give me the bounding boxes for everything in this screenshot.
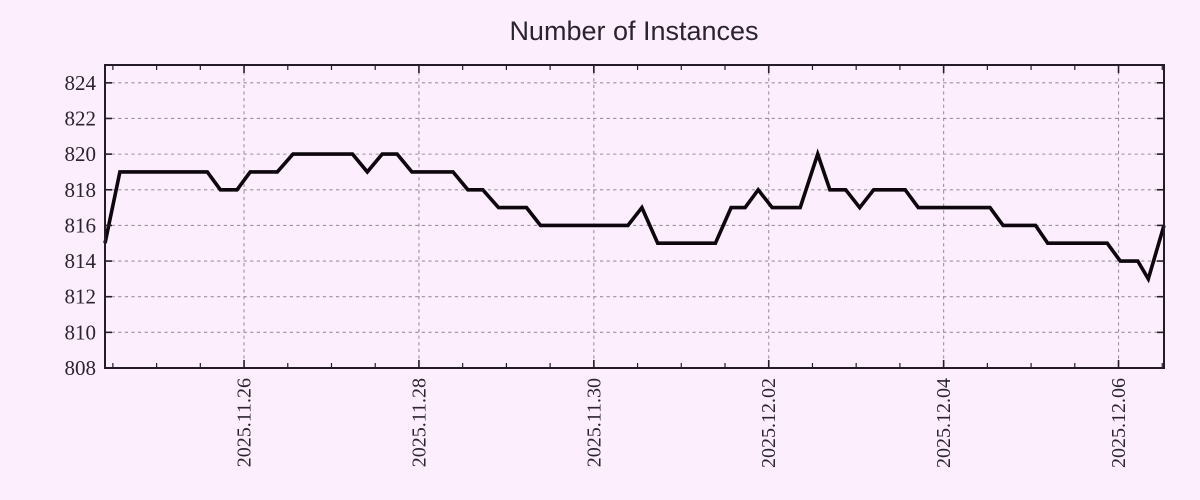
y-tick-label: 816 xyxy=(65,213,97,237)
tick-label-layer: 808 810 812 814 816 818 820 822 824 2025.11.26 202… xyxy=(65,71,1131,468)
x-tick-label: 2025.11.28 xyxy=(408,378,430,467)
y-tick-label: 820 xyxy=(65,142,97,166)
y-tick-label: 822 xyxy=(65,106,97,130)
x-tick-label: 2025.12.06 xyxy=(1108,378,1130,468)
x-tick-label: 2025.12.04 xyxy=(933,378,955,468)
series-line xyxy=(103,148,1166,284)
y-tick-label: 810 xyxy=(65,320,97,344)
y-tick-label: 812 xyxy=(65,285,97,309)
y-tick-label: 814 xyxy=(65,249,97,273)
y-tick-label: 818 xyxy=(65,178,97,202)
axes-layer xyxy=(104,64,1165,369)
chart-title: Number of Instances xyxy=(509,16,758,46)
x-tick-label: 2025.12.02 xyxy=(758,378,780,468)
y-tick-label: 808 xyxy=(65,356,97,380)
plot-border xyxy=(104,64,1165,369)
x-tick-label: 2025.11.30 xyxy=(583,378,605,467)
x-tick-label: 2025.11.26 xyxy=(234,378,256,467)
y-tick-label: 824 xyxy=(65,71,97,95)
series-layer xyxy=(103,148,1166,284)
